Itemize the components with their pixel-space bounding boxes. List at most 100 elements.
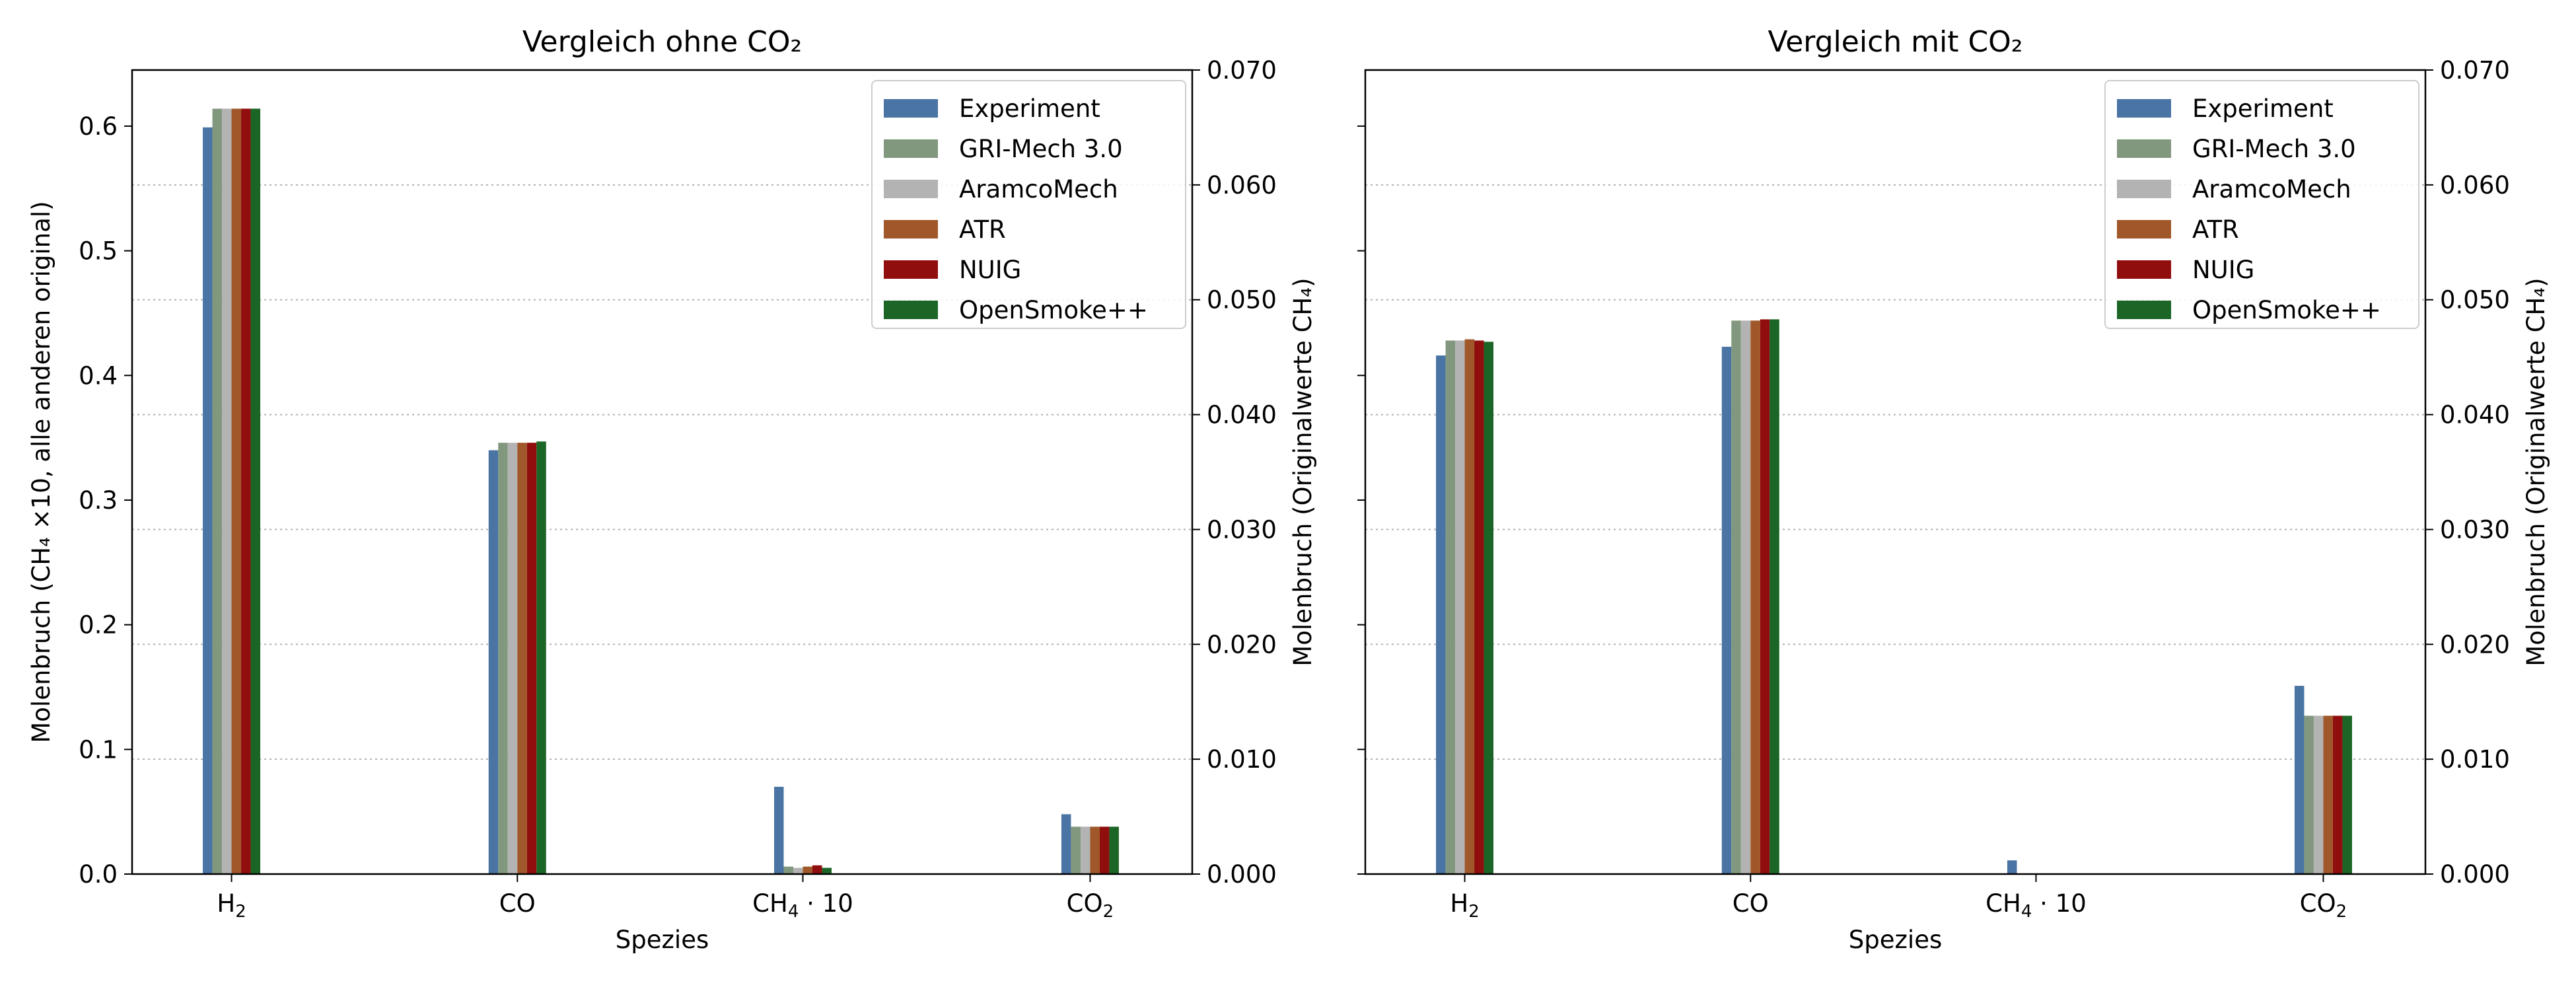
legend-swatch [2117,220,2171,239]
y-tick-label: 0.0 [79,860,118,889]
y-right-tick-label: 0.010 [1207,745,1277,774]
y-tick-label: 0.3 [79,486,118,515]
y-right-tick-label: 0.010 [2440,745,2510,774]
x-axis-label: Spezies [616,926,709,954]
bar-nuig [1474,340,1484,874]
bar-opensmoke- [1770,319,1779,874]
y-right-tick-label: 0.000 [1207,860,1277,889]
legend: Experiment GRI-Mech 3.0 AramcoMech ATR NUIG O… [2104,80,2419,329]
legend-swatch [884,260,938,279]
y-right-tick-label: 0.070 [2440,56,2510,85]
x-axis-label: Spezies [1849,926,1942,954]
bar-experiment [1436,355,1446,874]
bar-gri-mech-3-0 [2304,716,2314,874]
bar-atr [231,108,242,875]
bar-atr [1090,826,1100,874]
x-tick-label: H2 [217,889,246,922]
y-right-tick-label: 0.050 [1207,286,1277,314]
x-tick-label: H2 [1450,889,1479,922]
y-right-tick-label: 0.020 [1207,630,1277,659]
bar-gri-mech-3-0 [1445,340,1456,874]
y-tick-label: 0.5 [79,237,118,266]
bar-nuig [2332,716,2343,874]
bar-experiment [488,450,499,874]
chart-title: Vergleich mit CO₂ [1768,25,2023,59]
y-right-tick-label: 0.020 [2440,630,2510,659]
legend-label: OpenSmoke++ [959,296,1148,324]
legend-swatch [884,99,938,118]
bar-experiment [2007,860,2017,874]
bar-opensmoke- [822,867,832,874]
legend-swatch [2117,260,2171,279]
y-right-tick-label: 0.060 [2440,171,2510,200]
plot-frame [131,69,1194,875]
legend-label: AramcoMech [2192,175,2351,203]
legend-swatch [884,301,938,319]
bar-opensmoke- [536,441,546,874]
bar-aramcomech [1080,826,1091,874]
legend-label: AramcoMech [959,175,1118,203]
chart-panel-2: 0.000 0.010 0.020 0.030 0.040 0.050 0.060 0.070… [1357,25,2550,954]
bar-gri-mech-3-0 [1731,320,1741,874]
bar-gri-mech-3-0 [783,866,793,874]
bar-nuig [526,443,537,874]
bar-experiment [773,786,784,874]
bar-nuig [241,108,251,875]
y-right-axis-label: Molenbruch (Originalwerte CH₄) [2522,277,2550,666]
x-tick-label: CO [1733,889,1769,918]
y-axis-label: Molenbruch (CH₄ ×10, alle anderen origin… [27,201,55,743]
bar-atr [517,443,527,874]
legend-swatch [2117,99,2171,118]
bar-experiment [2294,686,2305,874]
y-right-tick-label: 0.060 [1207,171,1277,200]
y-right-tick-label: 0.070 [1207,56,1277,85]
bar-gri-mech-3-0 [212,108,223,875]
bar-aramcomech [2313,716,2324,874]
chart-title: Vergleich ohne CO₂ [522,25,802,59]
bar-opensmoke- [250,108,261,875]
bar-aramcomech [1455,340,1465,874]
legend-box [871,80,1186,329]
bar-aramcomech [1740,320,1751,874]
legend-swatch [884,180,938,198]
y-right-axis-label: Molenbruch (Originalwerte CH₄) [1289,277,1317,666]
bar-experiment [1721,346,1732,874]
y-tick-label: 0.2 [79,611,118,640]
bar-atr [2323,716,2333,874]
y-right-tick-label: 0.030 [1207,515,1277,544]
bar-aramcomech [222,108,232,875]
legend-swatch [884,220,938,239]
legend-swatch [2117,301,2171,319]
legend-swatch [2117,139,2171,158]
bar-nuig [812,865,822,874]
bar-nuig [1760,319,1770,874]
plot-frame [1364,69,2427,875]
y-right-tick-label: 0.030 [2440,515,2510,544]
bar-experiment [1061,814,1071,874]
y-right-tick-label: 0.040 [2440,401,2510,429]
legend-box [2104,80,2419,329]
x-tick-label: CH4 · 10 [752,889,853,922]
x-tick-label: CO2 [2300,889,2347,922]
bar-atr [1464,339,1475,874]
legend-label: OpenSmoke++ [2192,296,2381,324]
legend: Experiment GRI-Mech 3.0 AramcoMech ATR NUIG O… [871,80,1186,329]
bar-gri-mech-3-0 [498,443,508,874]
x-tick-label: CO [499,889,536,918]
legend-label: NUIG [959,256,1021,284]
y-tick-label: 0.4 [79,361,118,390]
bar-opensmoke- [2342,716,2352,874]
bar-opensmoke- [1109,826,1119,874]
legend-label: Experiment [2192,94,2334,123]
x-tick-label: CO2 [1067,889,1114,922]
y-right-tick-label: 0.000 [2440,860,2510,889]
bar-opensmoke- [1484,342,1494,874]
bar-atr [803,866,812,874]
legend-swatch [2117,180,2171,198]
x-tick-label: CH4 · 10 [1986,889,2087,922]
chart-panel-1: 0.0 0.1 0.2 0.3 0.4 0.5 0.6 0.000 0.010 0.020 0.03… [27,25,1317,954]
legend-label: Experiment [959,94,1100,123]
legend-label: GRI-Mech 3.0 [959,135,1123,163]
bar-gri-mech-3-0 [1071,826,1081,874]
